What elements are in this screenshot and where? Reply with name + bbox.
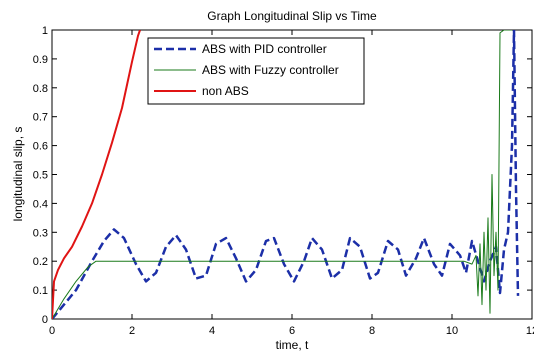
x-tick-label: 12 — [526, 325, 534, 337]
x-axis-label: time, t — [276, 338, 309, 352]
series-line-non-abs — [52, 30, 141, 319]
x-tick-label: 4 — [209, 325, 215, 337]
chart-title: Graph Longitudinal Slip vs Time — [207, 9, 377, 23]
legend: ABS with PID controller ABS with Fuzzy c… — [147, 37, 365, 105]
x-tick-label: 0 — [49, 325, 55, 337]
x-tick-label: 2 — [129, 325, 135, 337]
legend-label-non-abs: non ABS — [202, 84, 249, 98]
y-tick-label: 0.3 — [33, 227, 48, 239]
series-line-pid — [52, 30, 520, 319]
series-lines — [52, 30, 520, 319]
y-tick-label: 0.4 — [33, 198, 48, 210]
series-line-fuzzy — [52, 30, 512, 319]
x-tick-label: 10 — [446, 325, 458, 337]
legend-label-fuzzy: ABS with Fuzzy controller — [202, 63, 339, 77]
y-tick-label: 0.5 — [33, 170, 48, 182]
y-tick-label: 1 — [42, 25, 48, 37]
tick-labels: 0 2 4 6 8 10 12 0 0.1 0.2 0.3 0.4 0.5 0.6 0.7 0.8 0.9 1 — [33, 25, 534, 337]
y-tick-label: 0.7 — [33, 112, 48, 124]
y-tick-label: 0.8 — [33, 83, 48, 95]
y-tick-label: 0.9 — [33, 54, 48, 66]
y-tick-label: 0 — [42, 314, 48, 326]
y-tick-label: 0.1 — [33, 285, 48, 297]
y-tick-label: 0.6 — [33, 141, 48, 153]
y-axis-label: longitudinal slip, s — [11, 127, 25, 222]
y-tick-label: 0.2 — [33, 256, 48, 268]
x-tick-label: 6 — [289, 325, 295, 337]
legend-label-pid: ABS with PID controller — [202, 42, 327, 56]
x-tick-label: 8 — [369, 325, 375, 337]
